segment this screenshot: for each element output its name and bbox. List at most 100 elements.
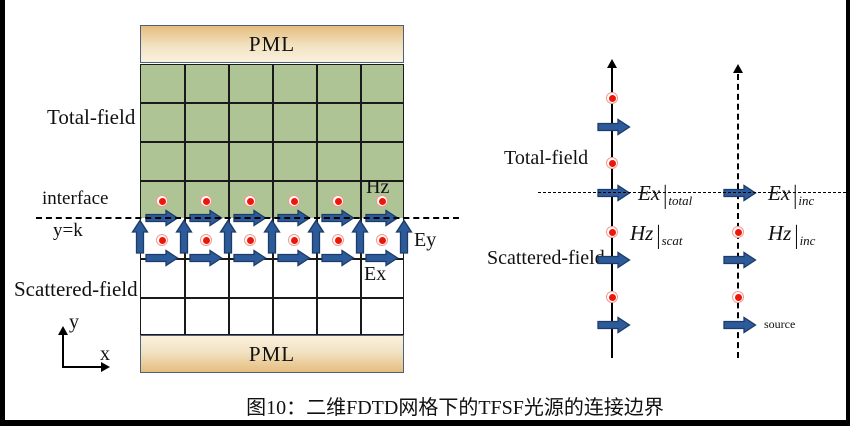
- hz-node-core: [734, 293, 742, 301]
- ex-arrow-icon: [597, 118, 631, 136]
- ey-arrow-icon: [131, 219, 149, 254]
- ex-arrow-icon: [597, 316, 631, 334]
- grid-line: [140, 141, 404, 143]
- scattered-field-label: Scattered-field: [14, 277, 138, 301]
- hz-node-core: [290, 197, 298, 205]
- tfsf-boundary-arrow-icon: [607, 59, 617, 68]
- total-field-label: Total-field: [47, 105, 136, 129]
- grid-line: [140, 297, 404, 299]
- hz-node-core: [202, 197, 210, 205]
- norm-bar: |: [663, 179, 668, 210]
- y-axis-label: y: [69, 311, 79, 333]
- ex-arrow-icon: [723, 251, 757, 269]
- hz-node-icon: [200, 195, 212, 207]
- ex-arrow-icon: [321, 249, 355, 267]
- hz-node-icon: [606, 92, 618, 104]
- hz-node-core: [378, 197, 386, 205]
- hz-node-core: [246, 197, 254, 205]
- hz-node-icon: [376, 195, 388, 207]
- ex-arrow-icon: [233, 249, 267, 267]
- norm-bar: |: [656, 219, 661, 250]
- figure-caption: 图10：二维FDTD网格下的TFSF光源的连接边界: [246, 397, 664, 419]
- ey-arrow-icon: [263, 219, 281, 254]
- right-scattered-field-label: Scattered-field: [487, 247, 605, 269]
- grid-line: [140, 258, 404, 260]
- right-total-field-label: Total-field: [504, 147, 589, 169]
- ey-arrow-icon: [395, 219, 413, 254]
- ex-arrow-icon: [189, 249, 223, 267]
- ex-arrow-icon: [277, 249, 311, 267]
- grid-line: [184, 64, 186, 335]
- bottom-border: [0, 420, 850, 426]
- hz-node-core: [608, 159, 616, 167]
- tfsf-boundary-line: [611, 68, 613, 358]
- y-axis-line: [62, 334, 64, 368]
- pml-bottom-label: PML: [248, 341, 296, 366]
- interface-label: interface: [42, 188, 109, 209]
- hz-scat-label: Hz |scat: [630, 219, 683, 250]
- hz-node-icon: [244, 234, 256, 246]
- hz-node-icon: [288, 195, 300, 207]
- norm-bar: |: [794, 219, 799, 250]
- ey-arrow-icon: [175, 219, 193, 254]
- norm-bar: |: [793, 179, 798, 210]
- ey-arrow-icon: [219, 219, 237, 254]
- grid-line: [316, 64, 318, 335]
- x-axis-label: x: [100, 343, 110, 365]
- grid-line: [272, 64, 274, 335]
- ey-arrow-icon: [351, 219, 369, 254]
- hz-node-core: [158, 197, 166, 205]
- ex-arrow-icon: [597, 251, 631, 269]
- hz-node-core: [608, 228, 616, 236]
- ex-arrow-icon: [723, 316, 757, 334]
- hz-inc-label: Hz |inc: [768, 219, 816, 250]
- grid-line: [228, 64, 230, 335]
- hz-node-icon: [606, 226, 618, 238]
- grid-line: [360, 64, 362, 335]
- hz-node-icon: [200, 234, 212, 246]
- hz-node-icon: [332, 195, 344, 207]
- grid-line: [140, 102, 404, 104]
- hz-node-core: [158, 236, 166, 244]
- hz-node-core: [290, 236, 298, 244]
- grid-line: [140, 180, 404, 182]
- left-border: [0, 0, 5, 426]
- ex-label: Ex: [364, 263, 387, 285]
- right-border: [846, 0, 850, 426]
- pml-bottom-region: PML: [140, 335, 404, 373]
- hz-node-core: [378, 236, 386, 244]
- hz-node-icon: [288, 234, 300, 246]
- hz-node-icon: [606, 291, 618, 303]
- ex-inc-label: Ex |inc: [768, 179, 815, 210]
- pml-top-region: PML: [140, 25, 404, 63]
- y-equals-k-label: y=k: [53, 220, 83, 241]
- x-axis-arrow-icon: [101, 362, 110, 372]
- hz-node-core: [734, 228, 742, 236]
- hz-node-core: [334, 236, 342, 244]
- ey-arrow-icon: [307, 219, 325, 254]
- hz-node-icon: [732, 226, 744, 238]
- interface-dashed-line: [36, 217, 459, 219]
- x-axis-line: [63, 366, 103, 368]
- y-axis-arrow-icon: [58, 326, 68, 335]
- hz-node-icon: [606, 157, 618, 169]
- incident-field-line: [737, 74, 739, 358]
- incident-field-arrow-icon: [733, 64, 743, 73]
- hz-node-core: [334, 197, 342, 205]
- ey-label: Ey: [414, 229, 437, 251]
- ex-arrow-icon: [723, 184, 757, 202]
- ex-arrow-icon: [365, 249, 399, 267]
- ex-arrow-icon: [597, 184, 631, 202]
- hz-node-icon: [156, 234, 168, 246]
- hz-node-icon: [156, 195, 168, 207]
- hz-node-core: [608, 293, 616, 301]
- hz-node-core: [608, 94, 616, 102]
- connection-dashed-line: [538, 192, 846, 193]
- ex-total-label: Ex |total: [638, 179, 693, 210]
- ex-arrow-icon: [145, 249, 179, 267]
- hz-node-icon: [376, 234, 388, 246]
- hz-node-core: [246, 236, 254, 244]
- hz-node-core: [202, 236, 210, 244]
- hz-label: Hz: [366, 176, 390, 198]
